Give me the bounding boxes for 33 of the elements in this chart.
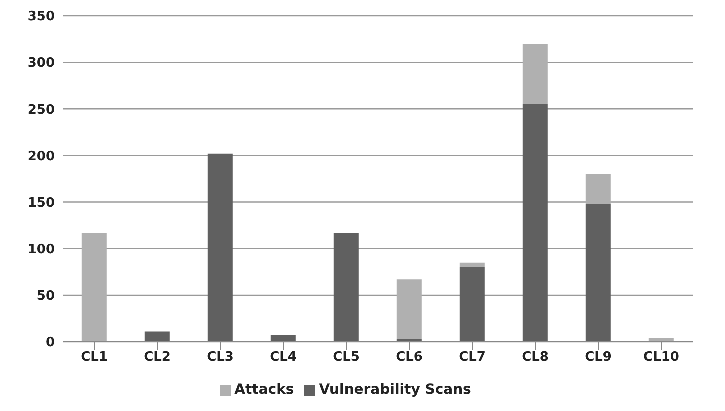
x-tick-label: CL5 [333, 350, 360, 366]
bar [396, 280, 422, 340]
x-tick-label: CL4 [270, 350, 297, 366]
bar [144, 332, 170, 342]
y-tick-label: 100 [28, 242, 55, 258]
bar [334, 233, 359, 342]
bar [460, 262, 485, 268]
y-tick-label: 350 [28, 10, 55, 25]
bar [82, 233, 107, 342]
x-tick-label: CL6 [396, 350, 423, 366]
x-tick-label: CL2 [144, 350, 171, 366]
bar [208, 154, 233, 342]
x-tick-label: CL3 [207, 350, 234, 366]
bar [270, 335, 296, 342]
legend-label: Attacks [234, 382, 294, 398]
bar [522, 44, 548, 104]
x-tick-label: CL7 [459, 350, 486, 366]
x-tick-label: CL1 [81, 350, 108, 366]
x-tick-label: CL10 [644, 350, 680, 366]
x-tick-label: CL9 [585, 350, 612, 366]
x-tick-label: CL8 [522, 350, 549, 366]
y-tick-label: 300 [28, 56, 55, 72]
bar [522, 104, 548, 342]
y-tick-label: 50 [36, 289, 55, 304]
bar [396, 339, 422, 342]
bar [586, 204, 611, 342]
legend-label: Vulnerability Scans [319, 382, 472, 398]
y-tick-label: 150 [28, 196, 55, 211]
bar [460, 267, 485, 342]
y-tick-label: 200 [28, 149, 55, 164]
y-tick-label: 0 [46, 336, 55, 351]
y-tick-label: 250 [28, 102, 55, 118]
bar [586, 174, 611, 204]
